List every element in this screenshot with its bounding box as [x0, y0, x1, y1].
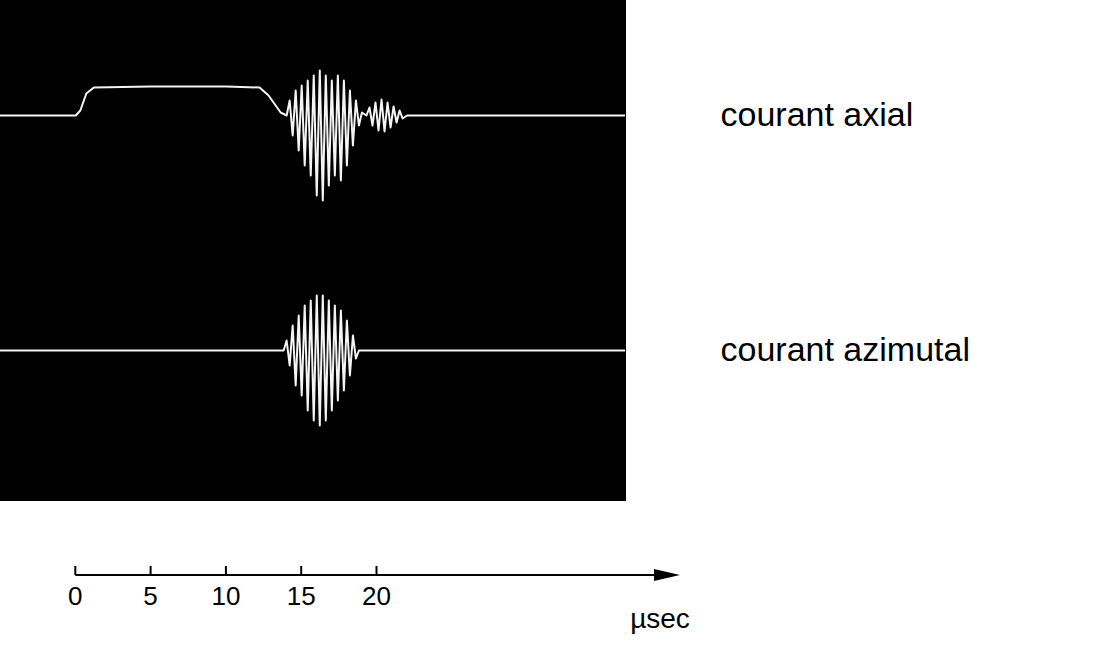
svg-text:µsec: µsec [630, 603, 690, 634]
svg-text:5: 5 [143, 581, 157, 611]
svg-text:0: 0 [68, 581, 82, 611]
svg-text:10: 10 [211, 581, 240, 611]
svg-text:20: 20 [362, 581, 391, 611]
svg-text:courant azimutal: courant azimutal [721, 330, 970, 368]
svg-text:15: 15 [287, 581, 316, 611]
svg-text:courant axial: courant axial [721, 95, 914, 133]
